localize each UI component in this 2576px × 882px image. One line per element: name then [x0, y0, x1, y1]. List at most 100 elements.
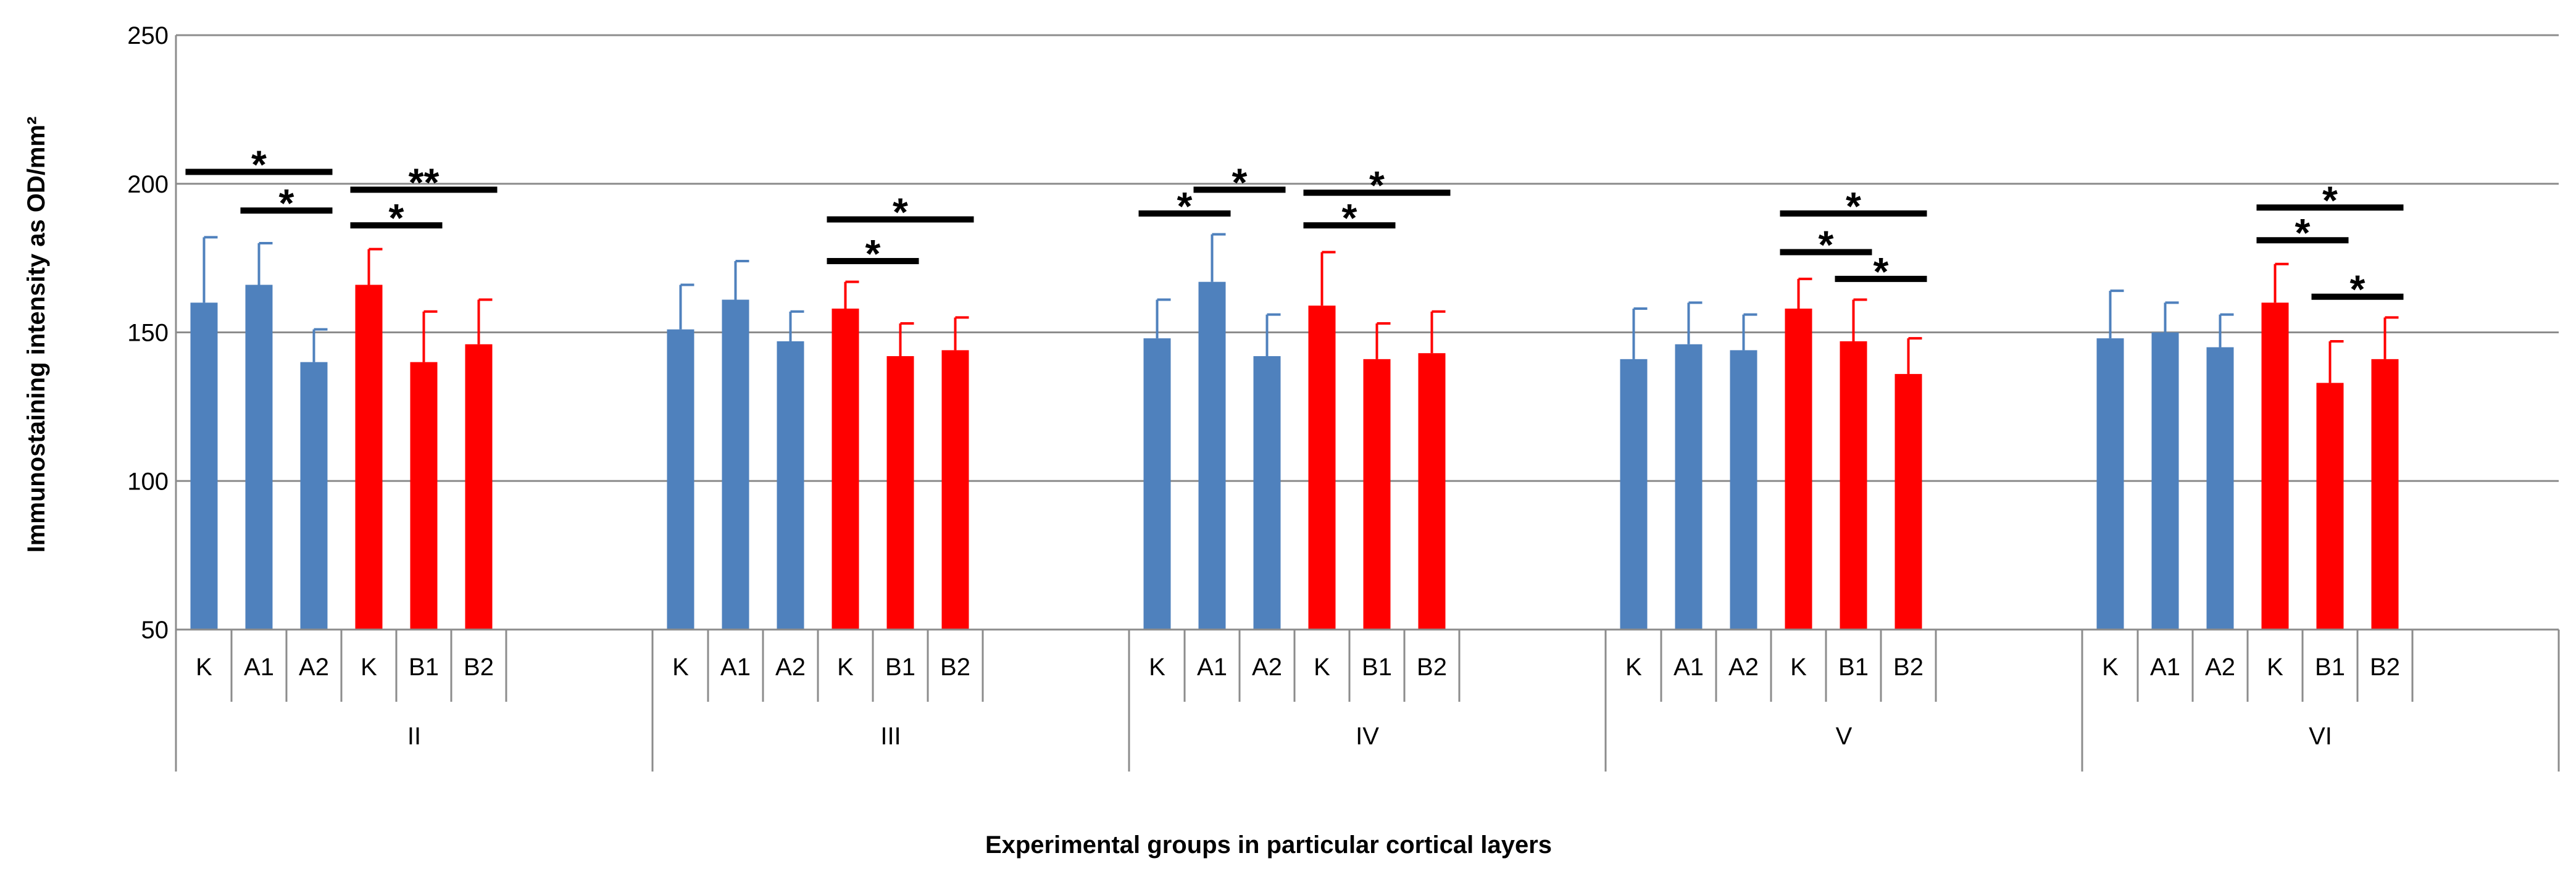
error-bar-V-K — [1797, 277, 1812, 309]
bar-III-B1 — [886, 356, 914, 630]
x-group-label-VI: VI — [2309, 723, 2332, 750]
error-bar-II-A1 — [257, 242, 273, 285]
x-group-label-II: II — [407, 723, 421, 750]
x-tick-label-III-B2: B2 — [940, 654, 970, 681]
bar-V-A1 — [1675, 344, 1703, 630]
error-bar-IV-B2 — [1430, 310, 1446, 354]
significance-star: * — [2295, 210, 2311, 255]
error-bar-III-A2 — [789, 310, 804, 341]
x-group-label-IV: IV — [1356, 723, 1379, 750]
error-bar-III-B2 — [954, 316, 969, 351]
x-tick-label-V-B1: B1 — [1838, 654, 1869, 681]
bar-VI-B2 — [2371, 359, 2399, 630]
significance-15: * — [2311, 267, 2404, 312]
significance-star: * — [1846, 184, 1861, 228]
x-tick-label-VI-K: K — [2102, 654, 2119, 681]
significance-3: * — [350, 196, 443, 240]
x-tick-label-IV-K: K — [1149, 654, 1165, 681]
x-axis: K A1 A2 K B1 B2 II K A1 A2 K B1 B2 III K A1 A2 K B1 B2 IV K A1… — [175, 628, 2560, 772]
error-bar-VI-K — [2109, 289, 2124, 339]
error-bar-IV-A2 — [1265, 313, 1281, 357]
error-bar-IV-K — [1156, 298, 1171, 339]
bar-VI-B1 — [2316, 383, 2344, 630]
x-tick-label-III-K: K — [672, 654, 689, 681]
significance-star: * — [251, 142, 267, 186]
error-bar-II-K — [367, 248, 383, 285]
significance-star: * — [1369, 163, 1385, 207]
bar-III-B2 — [941, 350, 969, 630]
error-bar-II-B1 — [422, 310, 438, 362]
significance-star: * — [2322, 178, 2338, 222]
significance-star: * — [893, 190, 908, 235]
bar-II-K — [190, 302, 218, 630]
significance-star: * — [1177, 184, 1193, 228]
bar-II-K — [355, 285, 383, 630]
bar-VI-A2 — [2206, 347, 2234, 630]
error-bar-III-K — [844, 280, 859, 309]
error-bar-II-B2 — [477, 298, 493, 344]
error-bar-III-A1 — [734, 259, 749, 300]
y-tick-label-200: 200 — [127, 171, 169, 198]
x-tick-label-II-A1: A1 — [244, 654, 274, 681]
significance-5: * — [827, 231, 919, 276]
error-bar-V-K — [1632, 307, 1648, 359]
x-tick-label-VI-B2: B2 — [2370, 654, 2400, 681]
x-tick-label-III-B1: B1 — [885, 654, 915, 681]
error-bar-VI-B1 — [2328, 339, 2344, 383]
error-bar-II-K — [202, 236, 218, 303]
y-tick-label-100: 100 — [127, 468, 169, 495]
x-tick-label-V-B2: B2 — [1893, 654, 1924, 681]
bar-IV-B1 — [1363, 359, 1391, 630]
bar-V-B1 — [1840, 341, 1867, 630]
x-tick-label-II-B1: B1 — [409, 654, 439, 681]
significance-0: * — [185, 142, 333, 186]
error-bar-V-B2 — [1907, 337, 1922, 374]
significance-star: * — [389, 196, 404, 240]
error-bar-III-K — [679, 283, 694, 330]
x-tick-label-III-K: K — [837, 654, 854, 681]
x-axis-label: Experimental groups in particular cortic… — [985, 831, 1552, 859]
x-tick-label-VI-K: K — [2267, 654, 2283, 681]
x-tick-label-II-A2: A2 — [299, 654, 329, 681]
x-tick-label-IV-A2: A2 — [1252, 654, 1282, 681]
significance-star: * — [1342, 196, 1357, 240]
significance-star: * — [865, 231, 881, 276]
x-tick-label-III-A2: A2 — [775, 654, 806, 681]
error-bar-VI-K — [2274, 262, 2289, 303]
y-tick-label-150: 150 — [127, 320, 169, 347]
bar-IV-K — [1308, 306, 1336, 630]
bar-V-A2 — [1730, 350, 1757, 630]
bar-V-K — [1785, 308, 1812, 630]
x-tick-label-VI-A1: A1 — [2150, 654, 2180, 681]
significance-9: * — [1303, 196, 1396, 240]
significance-star: * — [279, 181, 294, 225]
bar-VI-K — [2096, 338, 2124, 630]
significance-star: ** — [409, 160, 440, 204]
x-tick-label-III-A1: A1 — [720, 654, 751, 681]
significance-13: * — [2256, 178, 2404, 222]
significance-11: * — [1780, 222, 1872, 267]
significance-4: * — [827, 190, 974, 235]
significance-6: * — [1138, 184, 1231, 228]
error-bar-VI-B2 — [2383, 316, 2399, 359]
error-bar-VI-A2 — [2219, 313, 2234, 347]
error-bar-IV-K — [1320, 251, 1336, 306]
x-tick-label-VI-B1: B1 — [2315, 654, 2345, 681]
significance-8: * — [1303, 163, 1451, 207]
significance-markers: ** *** **** ** ****** — [185, 142, 2404, 312]
bar-II-B1 — [410, 362, 438, 630]
bars — [190, 233, 2399, 630]
y-axis: 50 100 150 200 250 — [127, 22, 177, 644]
significance-2: ** — [350, 160, 498, 204]
y-axis-label: Immunostaining intensity as OD/mm² — [23, 117, 50, 553]
bar-IV-A1 — [1198, 281, 1226, 630]
bar-III-A1 — [722, 299, 749, 630]
error-bar-V-A1 — [1687, 301, 1703, 344]
x-tick-label-V-K: K — [1625, 654, 1642, 681]
bar-II-A2 — [300, 362, 328, 630]
significance-star: * — [2350, 267, 2366, 312]
x-tick-label-V-A2: A2 — [1728, 654, 1759, 681]
x-group-label-III: III — [880, 723, 901, 750]
